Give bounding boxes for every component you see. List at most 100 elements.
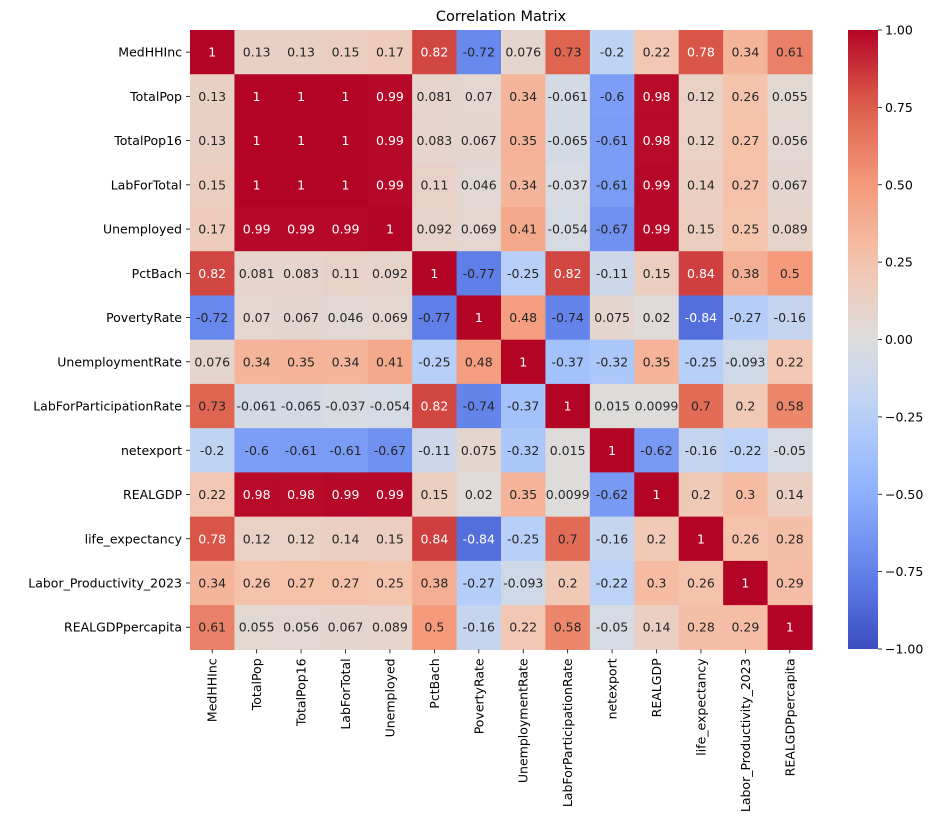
cell-value-label: 0.34 <box>198 576 226 591</box>
heatmap-cell <box>723 339 769 385</box>
cell-value-label: 0.5 <box>424 620 444 635</box>
cell-value-label: 0.089 <box>772 222 808 237</box>
heatmap-cell <box>501 251 547 297</box>
cell-value-label: 0.14 <box>776 487 804 502</box>
x-tick-label: REALGDPpercapita <box>782 658 797 776</box>
heatmap-cell <box>190 295 236 341</box>
cell-value-label: 0.055 <box>239 620 275 635</box>
cell-value-label: -0.84 <box>685 310 717 325</box>
cell-value-label: 0.34 <box>509 89 537 104</box>
heatmap-cell <box>634 560 680 606</box>
heatmap-cell <box>634 206 680 252</box>
cell-value-label: 0.27 <box>287 576 315 591</box>
cell-value-label: 0.99 <box>643 177 671 192</box>
cell-value-label: 0.26 <box>731 89 759 104</box>
heatmap-cell <box>767 605 813 650</box>
cell-value-label: 0.7 <box>558 531 578 546</box>
heatmap-cell <box>367 383 413 429</box>
heatmap-cell <box>589 472 635 518</box>
cell-value-label: 0.41 <box>509 222 537 237</box>
heatmap-cell <box>278 251 324 297</box>
heatmap-cell <box>723 383 769 429</box>
cell-value-label: 0.78 <box>687 45 715 60</box>
y-tick-label: Labor_Productivity_2023 <box>28 576 182 591</box>
heatmap-cell <box>723 605 769 650</box>
cell-value-label: 0.29 <box>731 620 759 635</box>
heatmap-cell <box>367 516 413 562</box>
cell-value-label: -0.25 <box>685 354 717 369</box>
cell-value-label: 0.046 <box>461 177 497 192</box>
heatmap-cell <box>634 118 680 164</box>
heatmap-cell <box>501 560 547 606</box>
cell-value-label: 0.12 <box>687 133 715 148</box>
cell-value-label: 1 <box>519 354 527 369</box>
heatmap-cell <box>367 74 413 120</box>
heatmap-cell <box>589 206 635 252</box>
cell-value-label: 1 <box>608 443 616 458</box>
cell-value-label: 1 <box>386 222 394 237</box>
heatmap-cell <box>723 30 769 75</box>
heatmap-cell <box>412 339 458 385</box>
cell-value-label: -0.054 <box>370 399 410 414</box>
cell-value-label: 0.98 <box>243 487 271 502</box>
cell-value-label: 0.35 <box>509 133 537 148</box>
cell-value-label: 0.73 <box>198 399 226 414</box>
cell-value-label: -0.32 <box>596 354 628 369</box>
cell-value-label: 0.38 <box>731 266 759 281</box>
heatmap-cell <box>190 605 236 650</box>
cell-value-label: 0.076 <box>194 354 230 369</box>
cell-value-label: -0.61 <box>285 443 317 458</box>
heatmap-cell <box>367 251 413 297</box>
heatmap-cell <box>278 295 324 341</box>
cell-value-label: -0.67 <box>596 222 628 237</box>
heatmap-cell <box>501 295 547 341</box>
heatmap-cell <box>678 605 724 650</box>
heatmap-cell <box>190 118 236 164</box>
heatmap-cell <box>501 339 547 385</box>
heatmap-cell <box>278 118 324 164</box>
heatmap-cell <box>589 295 635 341</box>
heatmap-cells <box>190 30 813 650</box>
heatmap-cell <box>545 30 591 75</box>
heatmap-cell <box>723 560 769 606</box>
cell-value-label: -0.11 <box>418 443 450 458</box>
heatmap-cell <box>589 339 635 385</box>
heatmap-cell <box>634 162 680 208</box>
heatmap-cell <box>501 30 547 75</box>
cell-value-label: 0.081 <box>416 89 452 104</box>
cell-value-label: 0.78 <box>198 531 226 546</box>
cell-value-label: -0.74 <box>463 399 495 414</box>
cell-value-label: 0.092 <box>416 222 452 237</box>
cell-value-label: 0.48 <box>465 354 493 369</box>
heatmap-cell <box>501 74 547 120</box>
cell-value-label: 0.0099 <box>546 487 590 502</box>
cell-value-label: -0.16 <box>596 531 628 546</box>
x-tick-label: netexport <box>605 658 620 719</box>
y-tick-label: PctBach <box>132 266 182 281</box>
x-tick-label: TotalPop <box>249 658 264 711</box>
heatmap-cell <box>678 428 724 473</box>
heatmap-cell <box>367 428 413 473</box>
heatmap-cell <box>545 74 591 120</box>
heatmap-cell <box>634 428 680 473</box>
heatmap-cell <box>456 339 502 385</box>
cell-value-label: 0.13 <box>198 133 226 148</box>
cell-value-label: -0.05 <box>596 620 628 635</box>
cell-value-label: 0.7 <box>691 399 711 414</box>
cell-value-label: 0.15 <box>376 531 404 546</box>
heatmap-cell <box>589 428 635 473</box>
heatmap-cell <box>501 162 547 208</box>
cell-value-label: -0.72 <box>463 45 495 60</box>
heatmap-cell <box>234 339 280 385</box>
cell-value-label: 0.99 <box>332 222 360 237</box>
cell-value-label: -0.6 <box>600 89 624 104</box>
cell-value-label: 0.15 <box>687 222 715 237</box>
heatmap-cell <box>456 251 502 297</box>
heatmap-cell <box>323 206 369 252</box>
cell-value-label: -0.05 <box>774 443 806 458</box>
heatmap-cell <box>767 472 813 518</box>
cell-value-label: 0.056 <box>283 620 319 635</box>
heatmap-cell <box>456 295 502 341</box>
cell-value-label: 0.99 <box>376 133 404 148</box>
